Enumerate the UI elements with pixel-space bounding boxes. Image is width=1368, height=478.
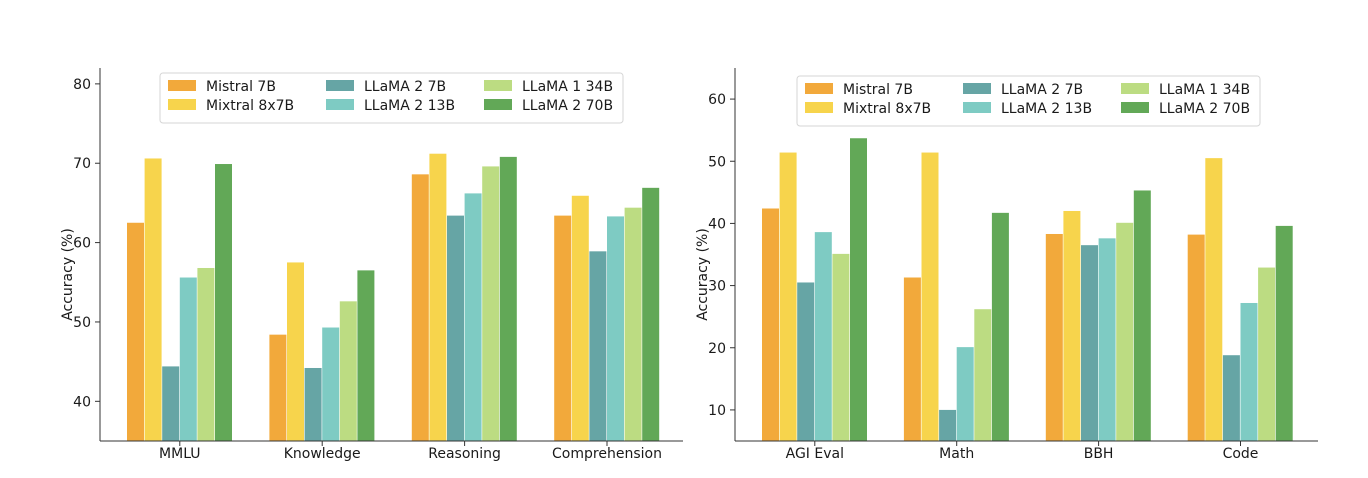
bar bbox=[921, 152, 939, 441]
bar bbox=[903, 277, 921, 441]
bar bbox=[215, 164, 232, 442]
y-axis-label: Accuracy (%) bbox=[60, 228, 76, 321]
legend-label: LLaMA 1 34B bbox=[522, 79, 613, 95]
y-tick-label: 60 bbox=[73, 236, 91, 252]
bar bbox=[1063, 210, 1081, 441]
y-tick-label: 50 bbox=[708, 154, 726, 170]
legend-swatch bbox=[1121, 83, 1149, 94]
legend-label: Mixtral 8x7B bbox=[206, 98, 294, 114]
bar bbox=[304, 367, 322, 441]
bar bbox=[974, 309, 992, 441]
bar bbox=[464, 193, 482, 441]
legend-label: LLaMA 2 70B bbox=[522, 98, 613, 114]
bar bbox=[1116, 222, 1134, 441]
bar bbox=[832, 253, 850, 441]
legend-swatch bbox=[963, 83, 991, 94]
legend-swatch bbox=[805, 83, 833, 94]
x-tick-label: Math bbox=[939, 446, 974, 462]
bar bbox=[447, 215, 464, 441]
x-tick-label: Knowledge bbox=[284, 446, 361, 462]
bar bbox=[1275, 225, 1293, 441]
x-tick-label: Reasoning bbox=[428, 446, 501, 462]
legend-label: LLaMA 2 13B bbox=[1001, 101, 1092, 117]
bar bbox=[571, 195, 589, 441]
bar bbox=[1045, 233, 1063, 441]
bar bbox=[642, 187, 660, 441]
y-tick-label: 80 bbox=[73, 77, 91, 93]
bar bbox=[850, 138, 867, 441]
bar bbox=[1240, 302, 1258, 441]
y-tick-label: 30 bbox=[708, 279, 726, 295]
legend-swatch bbox=[484, 99, 512, 110]
bar bbox=[1133, 190, 1151, 441]
legend-swatch bbox=[805, 102, 833, 113]
bar bbox=[1205, 158, 1223, 441]
legend-label: LLaMA 2 7B bbox=[364, 79, 446, 95]
y-tick-label: 40 bbox=[708, 216, 726, 232]
bar bbox=[339, 301, 357, 441]
legend-swatch bbox=[963, 102, 991, 113]
bar bbox=[287, 262, 304, 441]
bar bbox=[482, 166, 500, 441]
bar bbox=[499, 156, 517, 441]
bar bbox=[179, 277, 197, 441]
legend-swatch bbox=[1121, 102, 1149, 113]
bar bbox=[411, 174, 429, 442]
x-tick-label: BBH bbox=[1084, 446, 1114, 462]
legend-label: LLaMA 2 70B bbox=[1159, 101, 1250, 117]
bar bbox=[624, 207, 642, 441]
bar bbox=[144, 158, 162, 441]
bar bbox=[814, 232, 832, 441]
y-tick-label: 40 bbox=[73, 394, 91, 410]
bar bbox=[322, 327, 340, 441]
y-tick-label: 60 bbox=[708, 92, 726, 108]
bar bbox=[607, 216, 624, 441]
bar bbox=[554, 215, 572, 441]
bar bbox=[797, 282, 815, 441]
bar bbox=[589, 251, 607, 441]
legend-swatch bbox=[484, 80, 512, 91]
bar bbox=[779, 152, 797, 441]
y-axis-label: Accuracy (%) bbox=[695, 228, 711, 321]
legend-label: Mixtral 8x7B bbox=[843, 101, 931, 117]
y-tick-label: 10 bbox=[708, 403, 726, 419]
bar bbox=[939, 409, 957, 441]
bar bbox=[162, 366, 180, 441]
bar bbox=[269, 334, 287, 441]
x-tick-label: MMLU bbox=[159, 446, 201, 462]
bar bbox=[1098, 238, 1116, 441]
legend-swatch bbox=[168, 80, 196, 91]
x-tick-label: AGI Eval bbox=[786, 446, 844, 462]
x-tick-label: Code bbox=[1223, 446, 1259, 462]
legend-swatch bbox=[168, 99, 196, 110]
y-tick-label: 70 bbox=[73, 156, 91, 172]
bar bbox=[197, 267, 215, 441]
bar bbox=[127, 222, 144, 441]
bar bbox=[991, 212, 1009, 441]
legend-swatch bbox=[326, 80, 354, 91]
bar bbox=[1187, 234, 1205, 441]
left-chart: 40 50 60 70 80 MMLU Knowledge Reasoning Comprehe… bbox=[60, 68, 683, 462]
bar bbox=[429, 153, 447, 441]
legend-label: LLaMA 2 7B bbox=[1001, 82, 1083, 98]
legend-label: LLaMA 2 13B bbox=[364, 98, 455, 114]
x-tick-label: Comprehension bbox=[552, 446, 662, 462]
legend-swatch bbox=[326, 99, 354, 110]
right-chart: 10 20 30 40 50 60 AGI Eval Math BBH Code Accuracy … bbox=[695, 68, 1318, 462]
legend-label: Mistral 7B bbox=[843, 82, 913, 98]
legend-label: Mistral 7B bbox=[206, 79, 276, 95]
y-tick-label: 20 bbox=[708, 341, 726, 357]
bar bbox=[762, 208, 779, 441]
bar bbox=[1258, 267, 1276, 441]
bar bbox=[956, 347, 974, 441]
legend-label: LLaMA 1 34B bbox=[1159, 82, 1250, 98]
bar bbox=[1081, 245, 1098, 441]
y-tick-label: 50 bbox=[73, 315, 91, 331]
bar bbox=[1222, 355, 1240, 441]
bar bbox=[357, 270, 375, 441]
